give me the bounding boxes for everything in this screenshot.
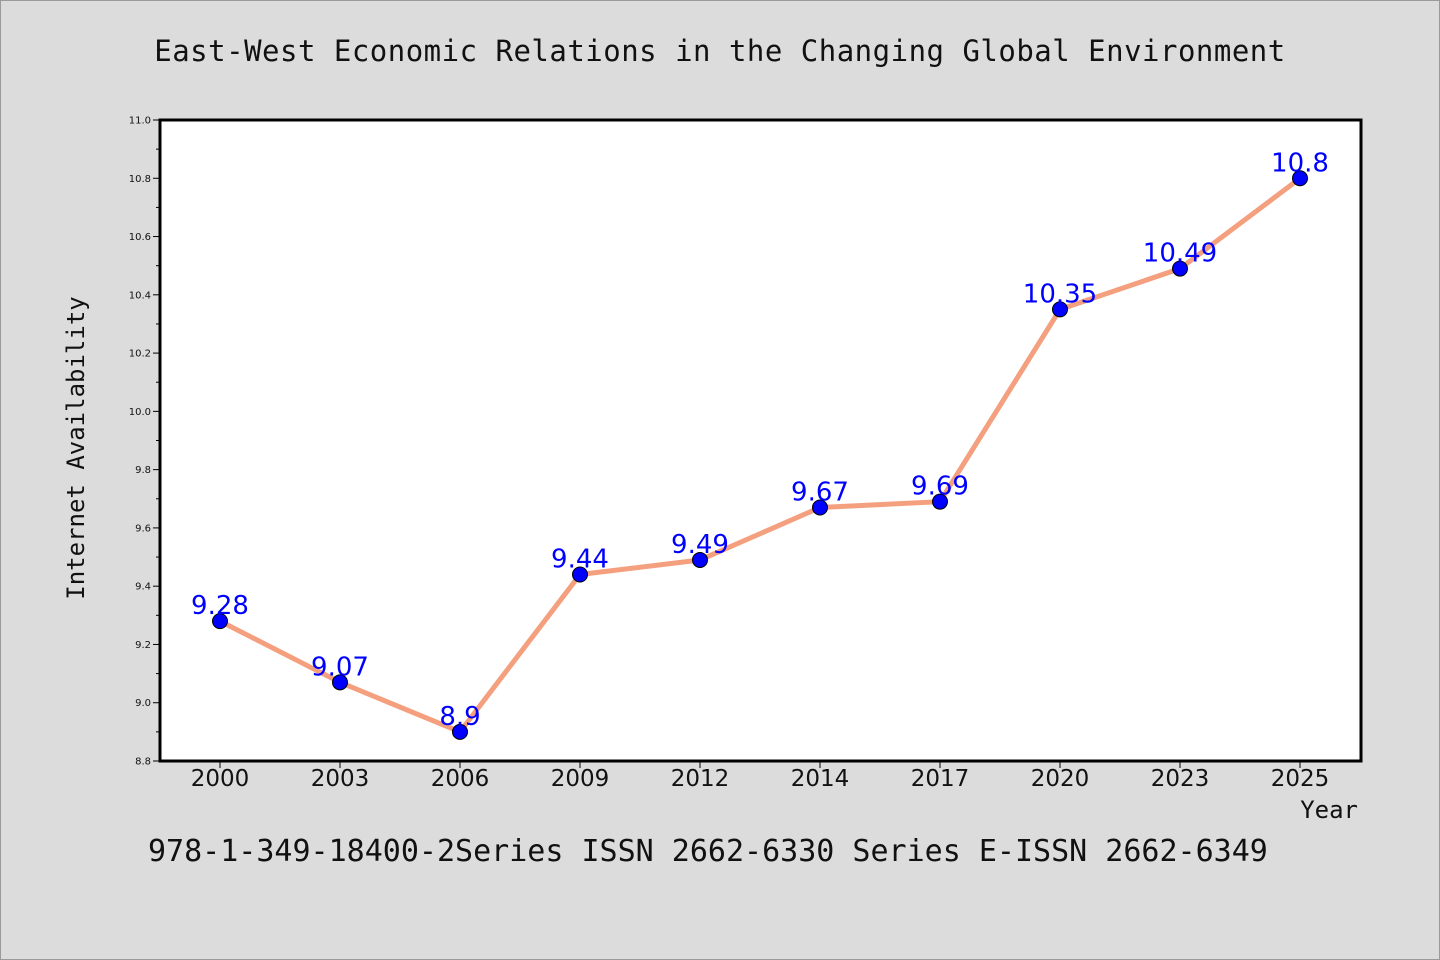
data-label: 9.28 <box>191 591 249 621</box>
plot-area <box>158 118 1363 763</box>
data-point <box>1172 260 1188 277</box>
data-label: 9.07 <box>311 652 369 682</box>
y-tick-label: 8.8 <box>135 757 151 768</box>
data-point <box>812 499 828 516</box>
data-label: 10.8 <box>1271 148 1329 178</box>
data-label: 9.44 <box>551 545 609 575</box>
y-tick-label: 9.6 <box>135 523 151 534</box>
y-tick-label: 10.0 <box>129 407 151 418</box>
data-point <box>572 566 588 583</box>
data-label: 9.49 <box>671 530 729 560</box>
x-tick-label: 2017 <box>911 766 970 792</box>
data-point <box>212 613 228 630</box>
x-tick-label: 2020 <box>1031 766 1090 792</box>
y-tick-label: 10.2 <box>129 349 151 360</box>
data-label: 8.9 <box>439 702 480 732</box>
data-point <box>1052 301 1068 318</box>
x-tick-label: 2006 <box>431 766 490 792</box>
x-tick-label: 2009 <box>551 766 610 792</box>
y-axis-label: Internet Availability <box>62 296 90 600</box>
y-tick-label: 9.4 <box>135 582 151 593</box>
data-point <box>1292 170 1308 187</box>
x-axis: 2000 2003 2006 2009 2012 2014 2017 2020 2023 2025 <box>191 761 1330 792</box>
data-point <box>332 674 348 691</box>
data-label: 10.35 <box>1023 279 1097 309</box>
data-point <box>692 551 708 568</box>
series-line <box>217 175 1303 735</box>
x-tick-label: 2025 <box>1271 766 1330 792</box>
y-tick-label: 11.0 <box>129 116 151 127</box>
x-axis-label: Year <box>1300 796 1358 824</box>
series-polyline <box>217 175 1303 735</box>
footer-text: 978-1-349-18400-2Series ISSN 2662-6330 S… <box>148 834 1268 869</box>
x-tick-label: 2012 <box>671 766 730 792</box>
y-tick-label: 9.0 <box>135 698 151 709</box>
y-tick-label: 10.8 <box>129 174 151 185</box>
data-label: 10.49 <box>1143 239 1217 269</box>
x-tick-label: 2023 <box>1151 766 1210 792</box>
data-point <box>932 493 948 510</box>
y-axis: 8.8 9.0 9.2 9.4 9.6 9.8 10.0 10.2 10.4 10.6 10.8 11… <box>129 116 160 768</box>
x-tick-label: 2014 <box>791 766 850 792</box>
data-labels: 9.28 9.07 8.9 9.44 9.49 9.67 9.69 10.35 10.49 10.… <box>191 148 1329 732</box>
chart-title: East-West Economic Relations in the Chan… <box>154 34 1286 68</box>
data-point <box>452 723 468 740</box>
y-tick-label: 10.6 <box>129 232 151 243</box>
y-tick-label: 9.8 <box>135 465 151 476</box>
data-markers <box>212 170 1308 740</box>
x-tick-label: 2003 <box>311 766 370 792</box>
x-tick-label: 2000 <box>191 766 250 792</box>
data-label: 9.67 <box>791 478 849 508</box>
y-tick-label: 10.4 <box>129 290 151 301</box>
data-label: 9.69 <box>911 472 969 502</box>
y-tick-label: 9.2 <box>135 640 151 651</box>
